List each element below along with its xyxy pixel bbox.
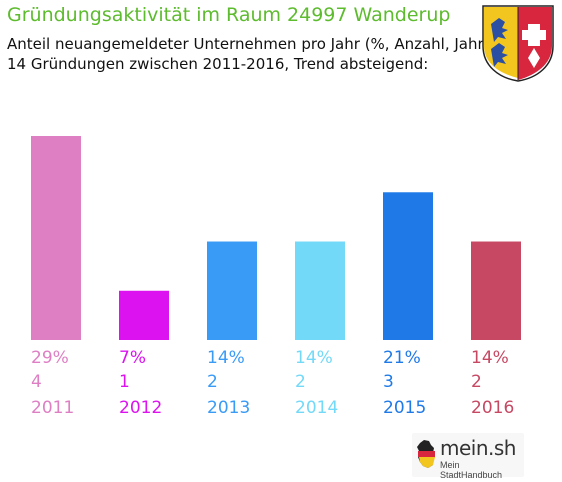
bar-2012: [119, 290, 169, 340]
coat-of-arms-icon: [482, 5, 554, 82]
percent-label-2012: 7%: [119, 348, 146, 368]
year-label-2013: 2013: [207, 398, 250, 418]
bar-2015: [383, 192, 433, 340]
count-label-2014: 2: [295, 372, 306, 392]
percent-label-2015: 21%: [383, 348, 421, 368]
count-label-2015: 3: [383, 372, 394, 392]
bar-2014: [295, 241, 345, 340]
bar-2016: [471, 241, 521, 340]
germany-map-icon: [417, 440, 435, 468]
bar-2011: [31, 136, 81, 340]
logo-tagline: Mein StadtHandbuch: [440, 460, 503, 480]
percent-label-2011: 29%: [31, 348, 69, 368]
percent-label-2016: 14%: [471, 348, 509, 368]
count-label-2012: 1: [119, 372, 130, 392]
year-label-2014: 2014: [295, 398, 338, 418]
logo-name: mein.sh: [440, 436, 516, 460]
chart-summary: 14 Gründungen zwischen 2011-2016, Trend …: [7, 55, 429, 73]
chart-title: Gründungsaktivität im Raum 24997 Wanderu…: [7, 4, 451, 26]
percent-label-2013: 14%: [207, 348, 245, 368]
count-label-2013: 2: [207, 372, 218, 392]
year-label-2012: 2012: [119, 398, 162, 418]
site-logo[interactable]: mein.sh Mein StadtHandbuch: [412, 433, 524, 480]
count-label-2016: 2: [471, 372, 482, 392]
chart-subtitle: Anteil neuangemeldeter Unternehmen pro J…: [7, 35, 490, 53]
year-label-2011: 2011: [31, 398, 74, 418]
bar-2013: [207, 241, 257, 340]
count-label-2011: 4: [31, 372, 42, 392]
year-label-2015: 2015: [383, 398, 426, 418]
year-label-2016: 2016: [471, 398, 514, 418]
percent-label-2014: 14%: [295, 348, 333, 368]
